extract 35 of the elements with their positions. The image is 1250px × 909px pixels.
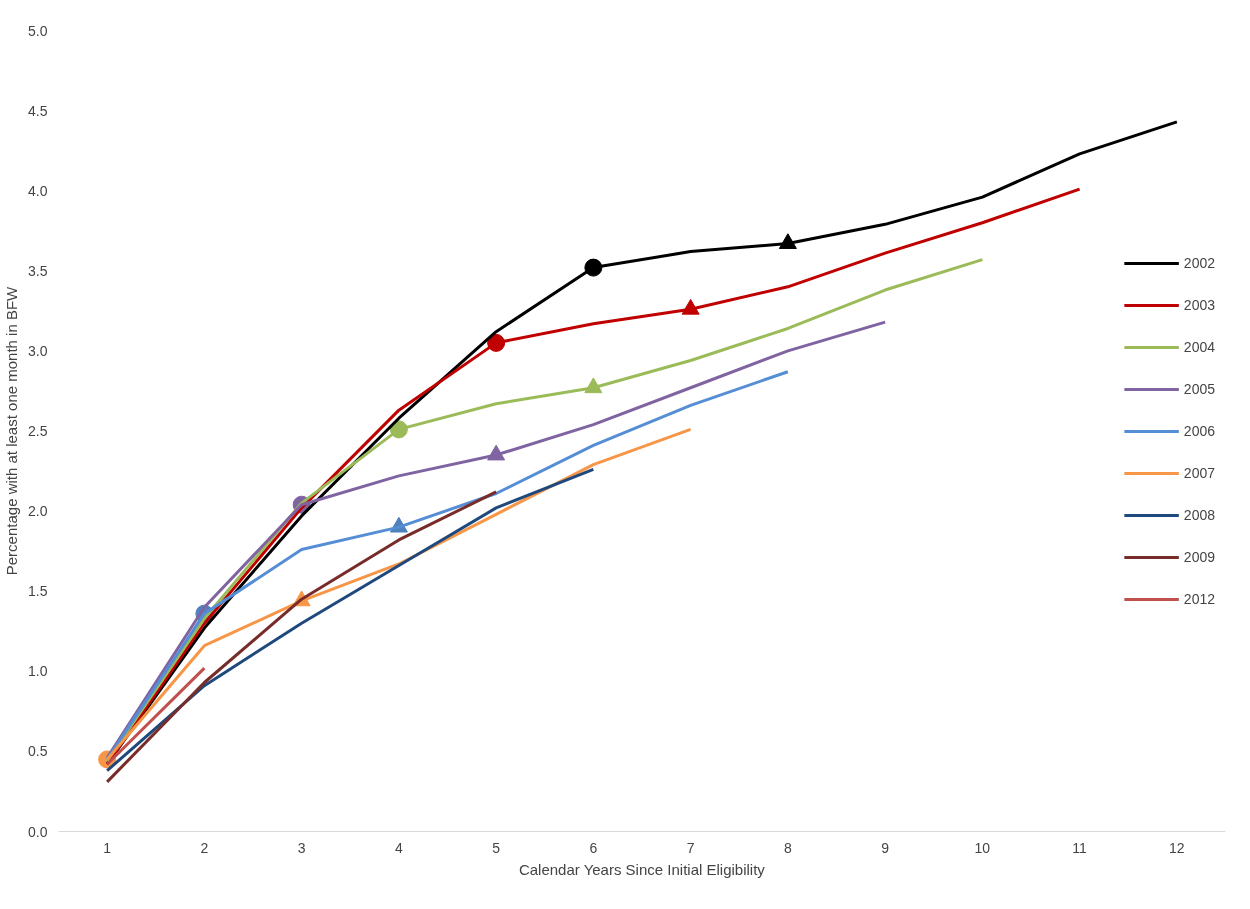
legend-label: 2009 (1183, 548, 1215, 565)
x-tick-label: 10 (974, 839, 991, 856)
x-tick-label: 7 (686, 839, 695, 856)
legend-label: 2008 (1183, 506, 1215, 523)
y-tick-label: 0.5 (28, 743, 48, 760)
x-tick-label: 4 (394, 839, 403, 856)
legend-label: 2012 (1183, 590, 1215, 607)
y-tick-label: 2.0 (28, 503, 48, 520)
y-tick-label: 4.0 (28, 182, 48, 199)
x-tick-label: 6 (589, 839, 598, 856)
x-tick-label: 3 (297, 839, 306, 856)
x-tick-label: 11 (1072, 839, 1088, 856)
legend-label: 2005 (1183, 380, 1215, 397)
legend-label: 2007 (1183, 464, 1215, 481)
legend-label: 2006 (1183, 422, 1215, 439)
y-tick-label: 1.5 (28, 583, 48, 600)
y-tick-label: 4.5 (28, 102, 48, 119)
legend-label: 2002 (1183, 254, 1215, 271)
y-axis-title: Percentage with at least one month in BFW (3, 285, 21, 576)
legend-label: 2003 (1183, 296, 1215, 313)
y-tick-label: 2.5 (28, 423, 48, 439)
x-tick-label: 8 (783, 839, 792, 856)
x-tick-label: 2 (200, 839, 209, 856)
x-axis-title: Calendar Years Since Initial Eligibility (518, 860, 766, 878)
y-tick-label: 0.0 (28, 823, 48, 840)
x-tick-label: 12 (1169, 839, 1185, 856)
y-tick-label: 5.0 (28, 22, 48, 39)
x-tick-label: 9 (881, 839, 890, 856)
y-tick-label: 1.0 (28, 663, 48, 680)
y-tick-label: 3.0 (28, 342, 48, 359)
x-tick-label: 1 (103, 839, 112, 856)
line-series (105, 490, 498, 784)
x-tick-label: 5 (492, 839, 501, 856)
y-tick-label: 3.5 (28, 262, 48, 279)
legend-label: 2004 (1183, 338, 1215, 355)
